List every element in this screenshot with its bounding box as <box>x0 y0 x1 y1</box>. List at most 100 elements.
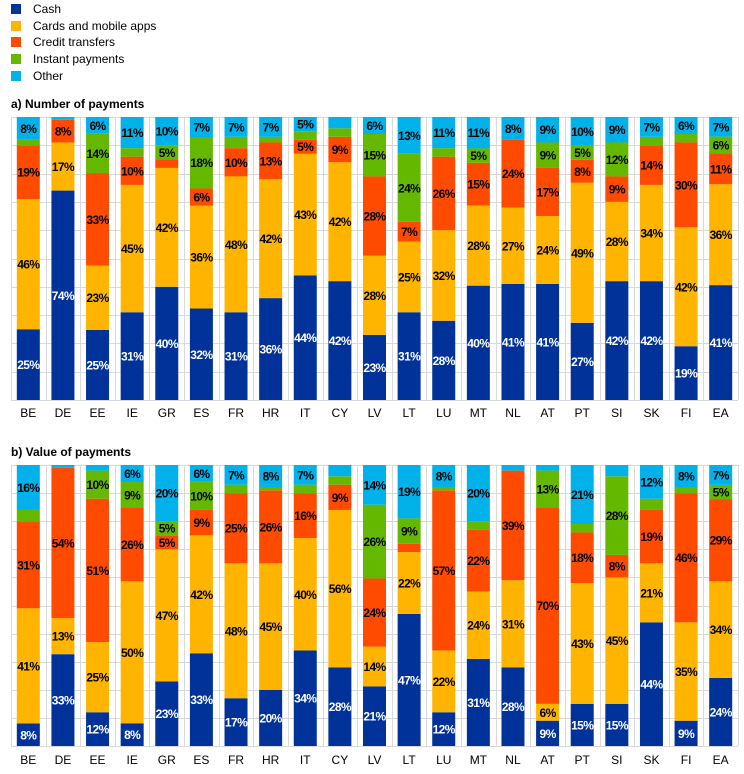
data-label-value: 57 <box>433 564 446 578</box>
bar-segment-cards-and-mobile-apps <box>570 583 594 704</box>
data-label-value: 26 <box>433 187 446 201</box>
data-label-cash: 25% <box>17 358 40 372</box>
data-label-value: 16 <box>17 481 30 495</box>
data-label-unit: % <box>687 551 698 565</box>
bar-segment-credit-transfers <box>570 159 594 183</box>
x-tick-label: AT <box>540 406 555 420</box>
data-label-unit: % <box>479 619 490 633</box>
data-label-instant-payments: 15% <box>363 149 386 163</box>
data-label-value: 21 <box>363 710 376 724</box>
data-label-credit-transfers: 24% <box>502 167 525 181</box>
x-tick-label: AT <box>540 753 555 767</box>
data-label-value: 8 <box>505 122 512 136</box>
data-label-cards-and-mobile-apps: 42% <box>190 588 213 602</box>
data-label-unit: % <box>133 538 144 552</box>
data-label-value: 19 <box>640 530 653 544</box>
data-label-cards-and-mobile-apps: 14% <box>363 660 386 674</box>
data-label-unit: % <box>99 358 110 372</box>
data-label-credit-transfers: 11% <box>710 162 733 176</box>
data-label-other: 12% <box>640 475 663 489</box>
data-label-value: 8 <box>574 165 581 179</box>
data-label-unit: % <box>546 706 557 720</box>
data-label-unit: % <box>722 705 733 719</box>
x-tick-label: GR <box>158 406 176 420</box>
data-label-unit: % <box>168 125 179 139</box>
data-label-value: 32 <box>190 348 203 362</box>
data-label-value: 9 <box>193 516 200 530</box>
data-label-credit-transfers: 26% <box>121 538 144 552</box>
data-label-unit: % <box>99 564 110 578</box>
data-label-value: 19 <box>675 367 688 381</box>
bar-segment-cash <box>363 334 386 400</box>
data-label-other: 8% <box>263 470 280 484</box>
data-label-credit-transfers: 9% <box>193 516 210 530</box>
bar-segment-cards-and-mobile-apps <box>605 201 629 282</box>
bar-segment-other <box>16 465 40 510</box>
bar-segment-cards-and-mobile-apps <box>501 580 525 668</box>
data-label-cards-and-mobile-apps: 47% <box>156 609 179 623</box>
data-label-unit: % <box>407 225 418 239</box>
bar-segment-credit-transfers <box>328 484 352 510</box>
data-label-instant-payments: 9% <box>540 149 557 163</box>
data-label-cards-and-mobile-apps: 42% <box>260 232 283 246</box>
data-label-cards-and-mobile-apps: 42% <box>156 221 179 235</box>
bar-segment-credit-transfers <box>328 136 352 163</box>
data-label-other: 20% <box>467 487 490 501</box>
bar-segment-cash <box>155 681 179 746</box>
data-label-value: 10 <box>121 164 134 178</box>
data-label-instant-payments: 10% <box>86 478 109 492</box>
data-label-cash: 36% <box>260 343 283 357</box>
x-tick-label: SK <box>643 406 659 420</box>
bar-it: 34%40%16%7% <box>293 465 318 746</box>
bar-segment-instant-payments <box>293 484 317 494</box>
data-label-unit: % <box>29 659 40 673</box>
data-label-unit: % <box>272 232 283 246</box>
x-tick-label: EE <box>90 753 106 767</box>
data-label-value: 17 <box>52 160 65 174</box>
data-label-cash: 27% <box>571 355 594 369</box>
data-label-unit: % <box>445 564 456 578</box>
bar-segment-instant-payments <box>432 148 456 157</box>
bar-segment-cards-and-mobile-apps <box>674 227 698 347</box>
bar-segment-credit-transfers <box>432 490 456 651</box>
data-label-unit: % <box>618 634 629 648</box>
bar-segment-instant-payments <box>120 148 144 157</box>
data-label-unit: % <box>445 187 456 201</box>
data-label-unit: % <box>99 213 110 227</box>
data-label-unit: % <box>618 509 629 523</box>
data-label-value: 5 <box>470 149 477 163</box>
data-label-cash: 42% <box>640 334 663 348</box>
data-label-unit: % <box>687 665 698 679</box>
bar-segment-credit-transfers <box>224 493 248 564</box>
data-label-instant-payments: 9% <box>124 488 141 502</box>
bar-segment-cash <box>293 275 317 400</box>
data-label-value: 12 <box>86 723 99 737</box>
data-label-credit-transfers: 9% <box>332 143 349 157</box>
data-label-value: 25 <box>225 522 238 536</box>
bar-segment-cards-and-mobile-apps <box>16 199 40 330</box>
data-label-value: 42 <box>190 588 203 602</box>
data-label-value: 20 <box>467 487 480 501</box>
bar-segment-instant-payments <box>639 498 663 510</box>
data-label-value: 15 <box>467 178 480 192</box>
data-label-unit: % <box>546 123 557 137</box>
data-label-other: 11% <box>468 126 491 140</box>
data-label-value: 34 <box>640 227 653 241</box>
data-label-cash: 8% <box>20 728 37 742</box>
bar-segment-instant-payments <box>86 470 110 499</box>
data-label-value: 9 <box>124 488 131 502</box>
bar-segment-credit-transfers <box>709 153 733 185</box>
data-label-credit-transfers: 70% <box>536 599 559 613</box>
data-label-unit: % <box>479 178 490 192</box>
bar-segment-cash <box>397 312 421 400</box>
data-label-unit: % <box>272 520 283 534</box>
bar-segment-instant-payments <box>432 487 456 491</box>
chart-value-of-payments: b) Value of payments8%41%31%16%BE33%13%5… <box>11 445 739 767</box>
bar-segment-cards-and-mobile-apps <box>432 650 456 713</box>
bar-gr: 40%42%5%10% <box>155 117 179 400</box>
bar-segment-other <box>466 465 490 522</box>
data-label-other: 8% <box>505 122 522 136</box>
data-label-credit-transfers: 24% <box>363 606 386 620</box>
data-label-unit: % <box>168 221 179 235</box>
data-label-value: 7 <box>228 120 235 134</box>
